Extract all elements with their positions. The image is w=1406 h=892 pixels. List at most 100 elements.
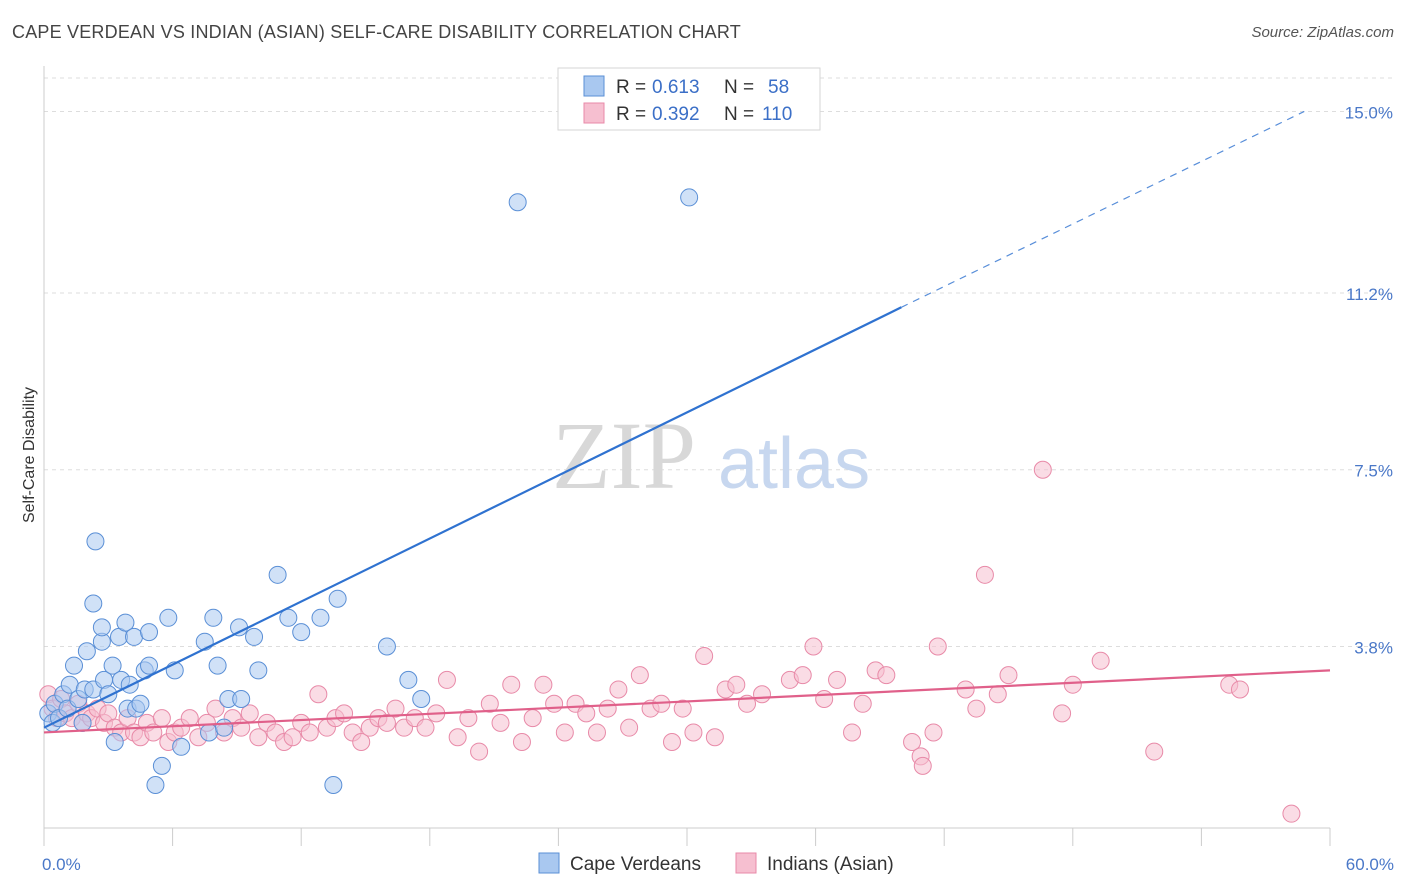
- y-tick-label-3: 15.0%: [1345, 103, 1393, 122]
- indians-asian-point-67: [587, 723, 606, 742]
- y-tick-label-2: 11.2%: [1346, 285, 1393, 304]
- indians-asian-point-62: [534, 675, 553, 694]
- cape-verdeans-point-7: [65, 656, 84, 675]
- indians-asian-point-104: [1063, 675, 1082, 694]
- indians-asian-point-51: [416, 718, 435, 737]
- x-tick-label-min: 0.0%: [42, 855, 81, 874]
- cape-verdeans-point-31: [140, 656, 159, 675]
- cape-verdeans-point-45: [245, 627, 264, 646]
- indians-asian-point-68: [598, 699, 617, 718]
- cape-verdeans-point-39: [204, 608, 223, 627]
- cape-verdeans-point-47: [268, 565, 287, 584]
- legend-r-value-1: 0.613: [652, 77, 700, 98]
- cape-verdeans-point-46: [249, 661, 268, 680]
- axes: [43, 66, 1331, 846]
- indians-asian-trend-line: [43, 669, 1331, 734]
- y-tick-label-1: 7.5%: [1354, 462, 1393, 481]
- cape-verdeans-point-13: [86, 532, 105, 551]
- cape-verdeans-point-40: [208, 656, 227, 675]
- indians-asian-point-84: [793, 666, 812, 685]
- indians-asian-point-92: [903, 733, 922, 752]
- indians-asian-point-100: [988, 685, 1007, 704]
- indians-asian-point-77: [695, 647, 714, 666]
- indians-asian-point-63: [545, 694, 564, 713]
- indians-asian-point-94: [913, 756, 932, 775]
- indians-asian-point-60: [512, 733, 531, 752]
- cape-verdeans-point-34: [159, 608, 178, 627]
- cape-verdeans-point-9: [73, 713, 92, 732]
- cape-verdeans-point-36: [172, 737, 191, 756]
- indians-asian-point-109: [1282, 804, 1301, 823]
- indians-asian-point-47: [377, 713, 396, 732]
- indians-asian-point-58: [491, 713, 510, 732]
- trend-lines: [43, 110, 1331, 734]
- cape-verdeans-point-19: [103, 656, 122, 675]
- cape-verdeans-point-54: [399, 670, 418, 689]
- bottom-legend-swatch-indians-asian: [735, 852, 757, 874]
- cape-verdeans-point-57: [680, 188, 699, 207]
- legend-n-label-2: N =: [724, 104, 754, 125]
- chart-title: CAPE VERDEAN VS INDIAN (ASIAN) SELF-CARE…: [12, 22, 741, 42]
- legend-n-label-1: N =: [724, 77, 754, 98]
- indians-asian-point-54: [448, 728, 467, 747]
- indians-asian-point-69: [609, 680, 628, 699]
- indians-asian-point-87: [828, 670, 847, 689]
- bottom-legend-label-cape-verdeans: Cape Verdeans: [570, 854, 701, 875]
- cape-verdeans-point-56: [508, 193, 527, 212]
- indians-asian-point-99: [975, 565, 994, 584]
- indians-asian-point-76: [684, 723, 703, 742]
- cape-verdeans-point-14: [84, 594, 103, 613]
- series-cape-verdeans-points: [39, 188, 699, 795]
- bottom-legend: Cape Verdeans Indians (Asian): [538, 852, 894, 875]
- indians-asian-point-106: [1145, 742, 1164, 761]
- legend-r-value-2: 0.392: [652, 104, 700, 125]
- cape-verdeans-point-23: [116, 613, 135, 632]
- cape-verdeans-point-51: [324, 776, 343, 795]
- indians-asian-point-85: [804, 637, 823, 656]
- indians-asian-point-101: [999, 666, 1018, 685]
- indians-asian-point-88: [843, 723, 862, 742]
- cape-verdeans-point-28: [131, 694, 150, 713]
- indians-asian-point-32: [249, 728, 268, 747]
- indians-asian-point-39: [309, 685, 328, 704]
- x-tick-labels: 0.0% 60.0%: [42, 855, 1394, 874]
- indians-asian-point-91: [877, 666, 896, 685]
- cape-verdeans-point-20: [105, 733, 124, 752]
- legend-r-label-2: R =: [616, 104, 646, 125]
- indians-asian-point-96: [928, 637, 947, 656]
- indians-asian-point-59: [502, 675, 521, 694]
- y-axis-label: Self-Care Disability: [21, 387, 38, 523]
- cape-verdeans-point-44: [232, 690, 251, 709]
- indians-asian-point-55: [459, 709, 478, 728]
- indians-asian-point-70: [620, 718, 639, 737]
- indians-asian-point-64: [555, 723, 574, 742]
- indians-asian-point-56: [470, 742, 489, 761]
- cape-verdeans-point-33: [152, 756, 171, 775]
- cape-verdeans-point-55: [412, 690, 431, 709]
- indians-asian-point-38: [300, 723, 319, 742]
- indians-asian-point-74: [662, 733, 681, 752]
- cape-verdeans-point-41: [215, 718, 234, 737]
- indians-asian-point-48: [386, 699, 405, 718]
- cape-verdeans-point-11: [77, 642, 96, 661]
- indians-asian-point-36: [283, 728, 302, 747]
- indians-asian-point-27: [206, 699, 225, 718]
- indians-asian-point-95: [924, 723, 943, 742]
- indians-asian-point-57: [480, 694, 499, 713]
- indians-asian-point-108: [1230, 680, 1249, 699]
- indians-asian-point-82: [753, 685, 772, 704]
- indians-asian-point-78: [705, 728, 724, 747]
- cape-verdeans-point-30: [140, 623, 159, 642]
- bottom-legend-swatch-cape-verdeans: [538, 852, 560, 874]
- cape-verdeans-point-16: [92, 618, 111, 637]
- legend: R = 0.613 N = 58 R = 0.392 N = 110: [557, 67, 821, 131]
- chart-source: Source: ZipAtlas.com: [1251, 24, 1394, 41]
- indians-asian-point-44: [352, 733, 371, 752]
- legend-r-label-1: R =: [616, 77, 646, 98]
- y-tick-labels: 3.8% 7.5% 11.2% 15.0%: [1345, 103, 1393, 657]
- indians-asian-point-20: [152, 709, 171, 728]
- cape-verdeans-point-43: [230, 618, 249, 637]
- legend-swatch-indians-asian: [583, 102, 605, 124]
- legend-swatch-cape-verdeans: [583, 75, 605, 97]
